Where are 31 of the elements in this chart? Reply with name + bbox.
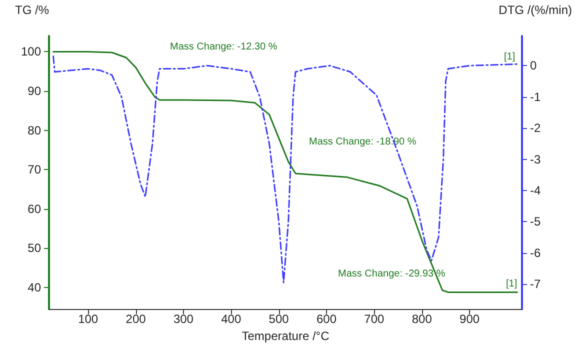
x-axis-title: Temperature /°C bbox=[242, 329, 330, 343]
y2-tick-label: -1 bbox=[530, 90, 541, 104]
y-tick-label: 90 bbox=[28, 84, 42, 98]
x-tick-label: 800 bbox=[412, 312, 432, 326]
y2-tick-label: -3 bbox=[530, 152, 541, 166]
x-tick-label: 400 bbox=[221, 312, 242, 326]
y2-tick-label: 0 bbox=[530, 58, 537, 73]
annotation: Mass Change: -29.93 % bbox=[338, 268, 446, 280]
y-tick-label: 40 bbox=[28, 280, 42, 294]
annotation: [1] bbox=[506, 278, 518, 290]
y-tick-label: 50 bbox=[28, 241, 42, 256]
x-tick-label: 200 bbox=[126, 312, 146, 326]
y-tick-label: 80 bbox=[28, 123, 42, 138]
x-tick-label: 100 bbox=[78, 312, 98, 326]
x-tick-label: 600 bbox=[316, 312, 337, 326]
y2-tick-label: -4 bbox=[530, 183, 541, 198]
x-tick-label: 700 bbox=[364, 312, 385, 326]
y2-tick-label: -6 bbox=[530, 246, 541, 260]
y-tick-label: 100 bbox=[20, 44, 42, 59]
y-tick-label: 60 bbox=[28, 202, 42, 216]
y-axis-title: TG /% bbox=[14, 3, 50, 17]
y-tick-label: 70 bbox=[28, 162, 42, 177]
x-tick-label: 300 bbox=[173, 312, 194, 326]
x-tick-label: 900 bbox=[460, 312, 480, 326]
y2-tick-label: -5 bbox=[530, 214, 541, 229]
y2-axis-title: DTG /(%/min) bbox=[498, 3, 572, 17]
y2-tick-label: -2 bbox=[530, 121, 541, 136]
annotation: [1] bbox=[504, 52, 516, 62]
y2-tick-label: -7 bbox=[530, 277, 541, 292]
annotation: Mass Change: -12.30 % bbox=[170, 42, 278, 52]
x-tick-label: 500 bbox=[268, 312, 290, 326]
